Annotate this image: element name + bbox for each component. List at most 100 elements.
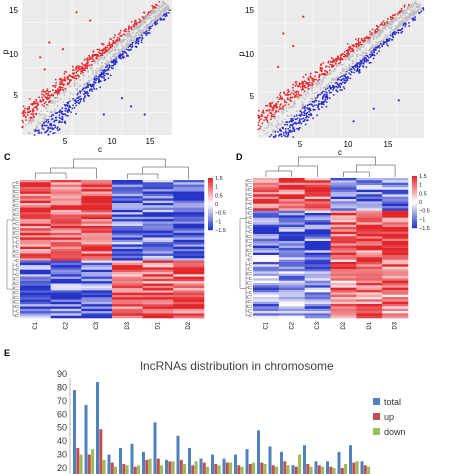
scatter-dot: [310, 82, 313, 84]
heatmap-cell: [173, 313, 205, 316]
heatmap-cell: [304, 287, 331, 291]
scatter-dot: [370, 31, 373, 34]
scatter-dot: [22, 110, 25, 112]
heatmap-cell: [142, 262, 174, 266]
scatter-dot: [128, 33, 131, 36]
scatter-dot: [123, 51, 125, 53]
heatmap-cell: [356, 299, 383, 302]
scatter-dot: [75, 77, 77, 80]
scatter-dot: [67, 83, 69, 86]
scatter-dot: [368, 62, 371, 64]
scatter-dot: [148, 29, 151, 31]
scatter-dot: [134, 34, 137, 36]
scatter-dot: [29, 116, 32, 119]
heatmap-cell: [253, 266, 280, 270]
scatter-dot: [102, 76, 105, 78]
scatter-dot: [333, 77, 336, 80]
scatter-dot: [263, 119, 265, 121]
heatmap-cell: [173, 237, 205, 241]
scatter-dot: [342, 69, 345, 71]
scatter-dot: [291, 105, 294, 108]
heatmap-cell: [81, 219, 113, 222]
scatter-dot: [310, 103, 313, 106]
scatter-dot: [133, 28, 136, 31]
heatmap-cell: [20, 262, 51, 266]
scatter-dot: [307, 82, 310, 85]
heatmap-cell: [142, 182, 174, 185]
heatmap-cell: [356, 273, 383, 277]
heatmap-cell: [356, 220, 383, 223]
scatter-outlier-point: [89, 19, 92, 22]
scatter-dot: [281, 107, 283, 109]
heatmap-cell: [112, 299, 143, 303]
scatter-a-ytick-5: 5: [14, 91, 19, 100]
heatmap-cell: [20, 299, 51, 303]
scatter-dot: [374, 35, 377, 38]
scatter-dot: [87, 92, 89, 95]
heatmap-cell: [20, 278, 51, 282]
heatmap-cell: [304, 311, 331, 314]
heatmap-cell: [382, 199, 409, 202]
scatter-dot: [76, 97, 78, 100]
scatter-dot: [45, 114, 48, 117]
scatter-dot: [299, 115, 302, 117]
scatter-dot: [389, 30, 392, 33]
scatter-dot: [298, 126, 301, 129]
scatter-dot: [40, 110, 43, 112]
heatmap-cell: [278, 269, 305, 272]
scatter-dot: [289, 97, 292, 100]
color-scale-step: [412, 208, 417, 210]
scatter-dot: [412, 3, 414, 5]
scatter-dot: [337, 77, 340, 80]
heatmap-cell: [330, 283, 357, 286]
heatmap-cell: [142, 198, 174, 201]
scatter-dot: [358, 58, 361, 61]
scatter-dot: [113, 36, 115, 39]
heatmap-cell: [382, 250, 409, 253]
scatter-dot: [334, 68, 337, 70]
scatter-dot: [266, 121, 269, 123]
scatter-dot: [109, 38, 112, 40]
scatter-dot: [68, 98, 71, 100]
heatmap-cell: [330, 206, 357, 209]
scatter-dot: [278, 134, 280, 137]
scatter-dot: [142, 29, 145, 32]
scatter-dot: [325, 93, 327, 96]
scatter-dot: [154, 10, 157, 13]
color-scale-step: [208, 185, 213, 188]
heatmap-cell: [20, 219, 51, 222]
scatter-dot: [310, 77, 313, 79]
color-scale-step: [208, 192, 213, 194]
scatter-dot: [330, 70, 333, 73]
scatter-dot: [378, 50, 381, 53]
y-tick-label: 70: [57, 396, 67, 406]
scatter-dot: [321, 68, 323, 71]
scatter-dot: [96, 67, 99, 70]
heatmap-cell: [253, 313, 280, 316]
color-scale-step: [412, 224, 417, 226]
scatter-dot: [51, 114, 53, 116]
heatmap-cell: [112, 205, 143, 208]
heatmap-cell: [20, 249, 51, 252]
scatter-dot: [64, 79, 67, 81]
heatmap-cell: [278, 311, 305, 314]
heatmap-cell: [50, 226, 82, 229]
scatter-dot: [366, 52, 369, 55]
heatmap-cell: [81, 258, 113, 261]
heatmap-cell: [382, 241, 409, 244]
scatter-dot: [326, 87, 329, 90]
heatmap-cell: [382, 301, 409, 305]
scatter-dot: [356, 63, 359, 65]
color-scale-step: [208, 201, 213, 203]
scatter-dot: [260, 113, 263, 116]
heatmap-cell: [330, 243, 357, 246]
heatmap-cell: [382, 308, 409, 312]
heatmap-cell: [81, 311, 113, 314]
y-tick-label: 90: [57, 369, 67, 379]
scatter-dot: [102, 58, 105, 60]
scatter-dot: [111, 65, 113, 67]
heatmap-cell: [81, 278, 113, 282]
heatmap-cell: [173, 228, 205, 231]
scatter-dot: [383, 26, 386, 29]
scatter-dot: [398, 11, 401, 14]
